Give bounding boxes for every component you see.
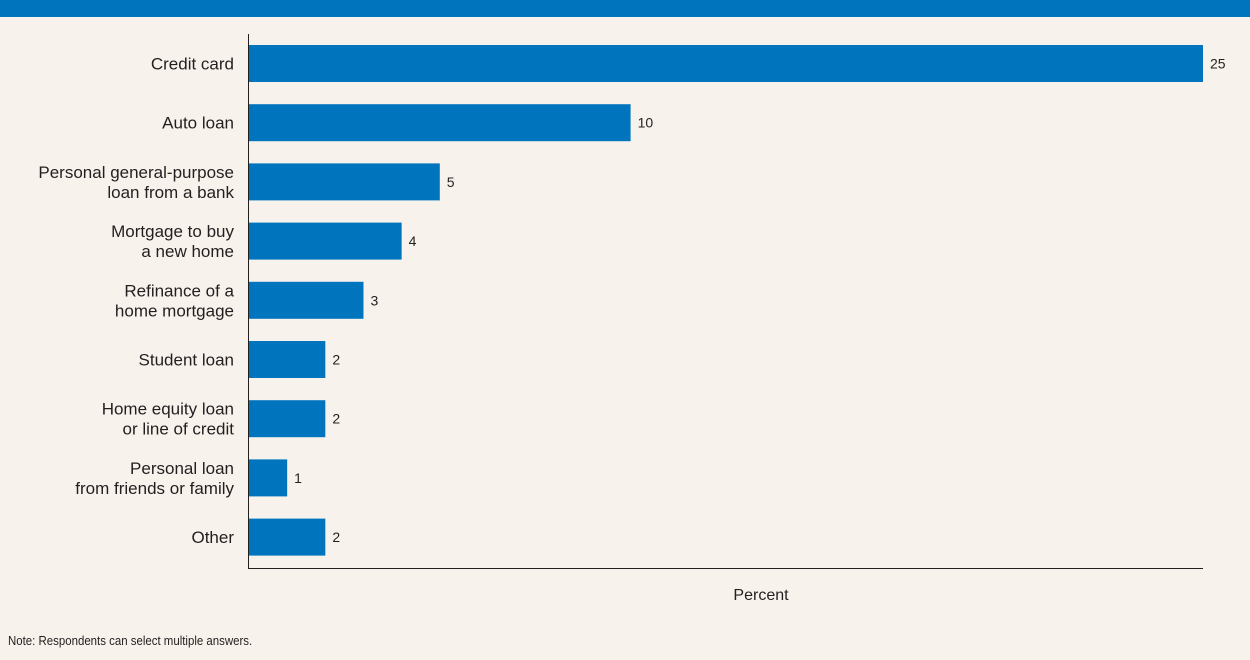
value-label-7: 1: [294, 470, 302, 486]
category-label-8: Other: [191, 528, 234, 547]
category-label-4: Refinance of a home mortgage: [115, 281, 235, 320]
category-label-3: Mortgage to buy a new home: [111, 222, 234, 261]
value-label-8: 2: [332, 529, 340, 545]
category-label-1: Auto loan: [162, 114, 234, 133]
category-label-7: Personal loan from friends or family: [75, 459, 234, 498]
bar-0: [249, 45, 1203, 82]
bar-2: [249, 163, 440, 201]
bar-8: [249, 518, 326, 556]
bar-3: [249, 222, 402, 260]
category-label-2: Personal general-purpose loan from a bank: [38, 163, 234, 202]
bar-4: [249, 281, 364, 319]
value-label-5: 2: [332, 352, 340, 368]
category-label-5: Student loan: [139, 351, 234, 370]
category-label-0: Credit card: [151, 55, 234, 74]
bar-1: [249, 104, 631, 142]
value-label-2: 5: [447, 174, 455, 190]
footnote: Note: Respondents can select multiple an…: [8, 633, 253, 648]
bars-group: [249, 45, 1203, 556]
bar-7: [249, 459, 288, 497]
value-labels: 25 10 5 4 3 2 2 1 2: [294, 56, 1226, 546]
category-label-6: Home equity loan or line of credit: [102, 400, 235, 439]
value-label-4: 3: [370, 292, 378, 308]
value-label-1: 10: [638, 115, 654, 131]
value-label-6: 2: [332, 411, 340, 427]
header-band: [0, 0, 1250, 17]
x-axis-label: Percent: [733, 587, 789, 604]
bar-6: [249, 400, 326, 438]
value-label-0: 25: [1210, 56, 1226, 72]
bar-5: [249, 341, 326, 378]
value-label-3: 4: [409, 233, 417, 249]
category-labels: Credit card Auto loan Personal general-pur…: [38, 55, 234, 548]
